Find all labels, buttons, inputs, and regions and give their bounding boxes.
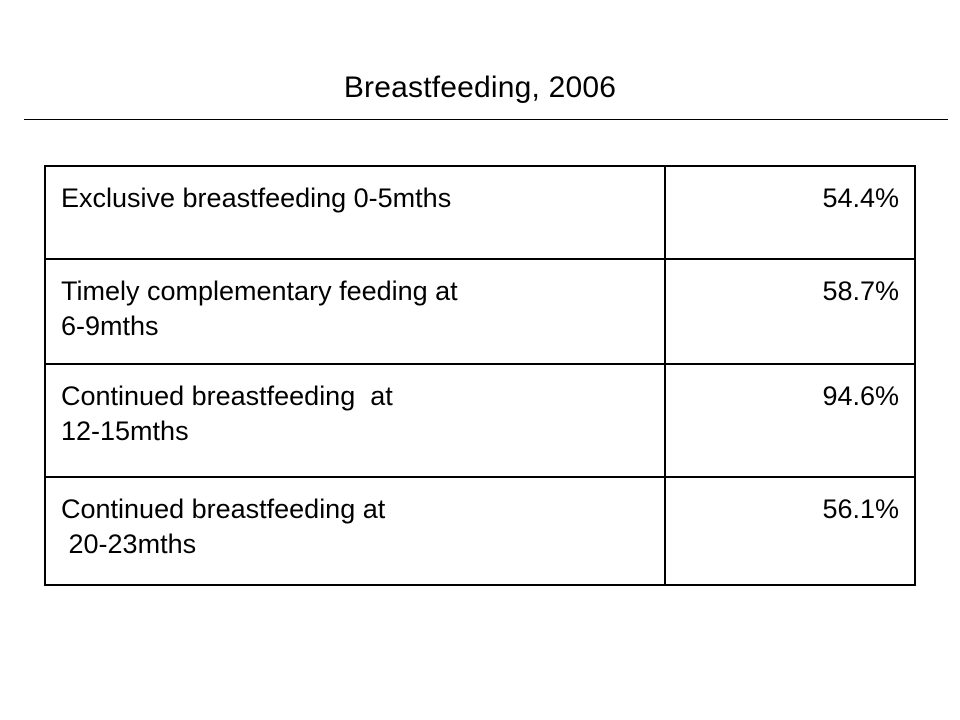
- indicator-value: 94.6%: [664, 363, 916, 478]
- indicator-label: Timely complementary feeding at 6-9mths: [44, 258, 666, 365]
- table-row: Timely complementary feeding at 6-9mths …: [44, 258, 916, 365]
- table-row: Continued breastfeeding at 20-23mths 56.…: [44, 476, 916, 586]
- indicator-value: 56.1%: [664, 476, 916, 586]
- title-divider: [24, 119, 948, 120]
- breastfeeding-table: Exclusive breastfeeding 0-5mths 54.4% Ti…: [44, 165, 916, 586]
- indicator-value: 54.4%: [664, 165, 916, 260]
- indicator-value: 58.7%: [664, 258, 916, 365]
- indicator-label: Exclusive breastfeeding 0-5mths: [44, 165, 666, 260]
- table-row: Exclusive breastfeeding 0-5mths 54.4%: [44, 165, 916, 260]
- indicator-label: Continued breastfeeding at 12-15mths: [44, 363, 666, 478]
- slide-title: Breastfeeding, 2006: [343, 71, 617, 104]
- table-row: Continued breastfeeding at 12-15mths 94.…: [44, 363, 916, 478]
- indicator-label: Continued breastfeeding at 20-23mths: [44, 476, 666, 586]
